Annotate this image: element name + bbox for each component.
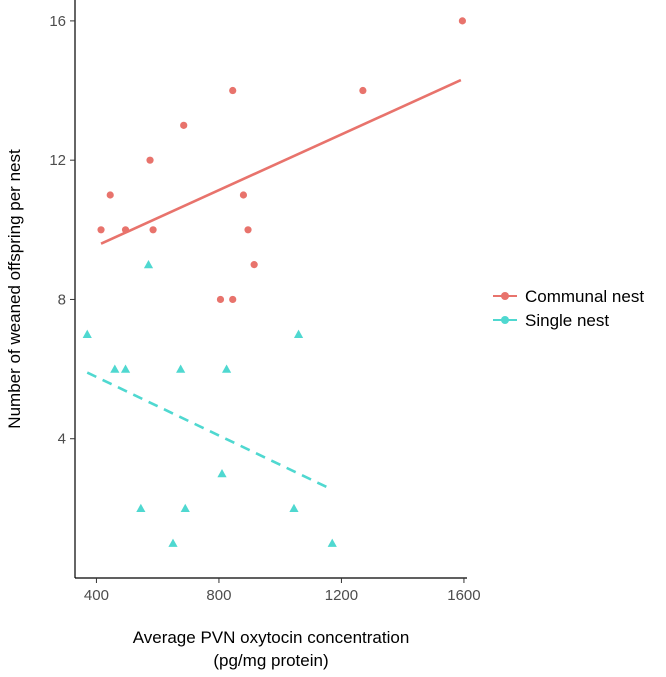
x-tick-label: 400 <box>84 587 109 604</box>
point-communal <box>229 295 237 304</box>
point-single <box>82 329 92 338</box>
point-communal <box>229 86 237 95</box>
point-single <box>143 260 154 269</box>
x-tick-label: 1600 <box>447 587 480 604</box>
point-single <box>168 538 178 547</box>
legend-single-label: Single nest <box>525 311 609 330</box>
point-single <box>221 364 232 373</box>
point-single <box>120 364 131 373</box>
legend: Communal nest Single nest <box>493 287 644 330</box>
point-communal <box>180 121 188 129</box>
legend-communal-marker <box>501 292 509 300</box>
x-axis-title-line2: (pg/mg protein) <box>213 651 328 670</box>
point-single <box>289 503 299 513</box>
point-single <box>293 329 304 338</box>
point-communal <box>106 191 114 199</box>
legend-single-marker <box>501 316 509 324</box>
point-communal <box>244 226 252 234</box>
legend-item-communal: Communal nest <box>493 287 644 306</box>
trend-line-single <box>86 371 329 489</box>
points-layer <box>82 17 467 547</box>
point-communal <box>146 156 154 164</box>
point-single <box>136 503 146 513</box>
point-single <box>176 364 186 373</box>
point-communal <box>250 261 258 269</box>
point-single <box>180 503 190 513</box>
x-axis-title-line1: Average PVN oxytocin concentration <box>133 628 410 647</box>
trend-layer <box>86 78 462 489</box>
point-communal <box>216 295 225 304</box>
legend-communal-label: Communal nest <box>525 287 644 306</box>
legend-item-single: Single nest <box>493 311 609 330</box>
x-tick-label: 800 <box>206 587 231 604</box>
y-tick-label: 12 <box>49 152 66 169</box>
y-tick-label: 4 <box>58 431 66 448</box>
point-communal <box>239 191 248 199</box>
trend-line-communal <box>100 78 462 245</box>
ticks-layer: 400 800 1200 1600 4 8 12 16 <box>49 13 480 604</box>
point-communal <box>97 226 105 234</box>
y-tick-label: 8 <box>58 291 66 308</box>
point-communal <box>458 17 467 25</box>
point-communal <box>359 86 367 95</box>
y-axis-title: Number of weaned offspring per nest <box>5 149 24 429</box>
point-single <box>327 538 337 547</box>
x-tick-label: 1200 <box>325 587 358 604</box>
point-single <box>217 468 227 478</box>
point-communal <box>149 226 157 234</box>
y-tick-label: 16 <box>49 13 66 30</box>
point-single <box>110 364 120 373</box>
